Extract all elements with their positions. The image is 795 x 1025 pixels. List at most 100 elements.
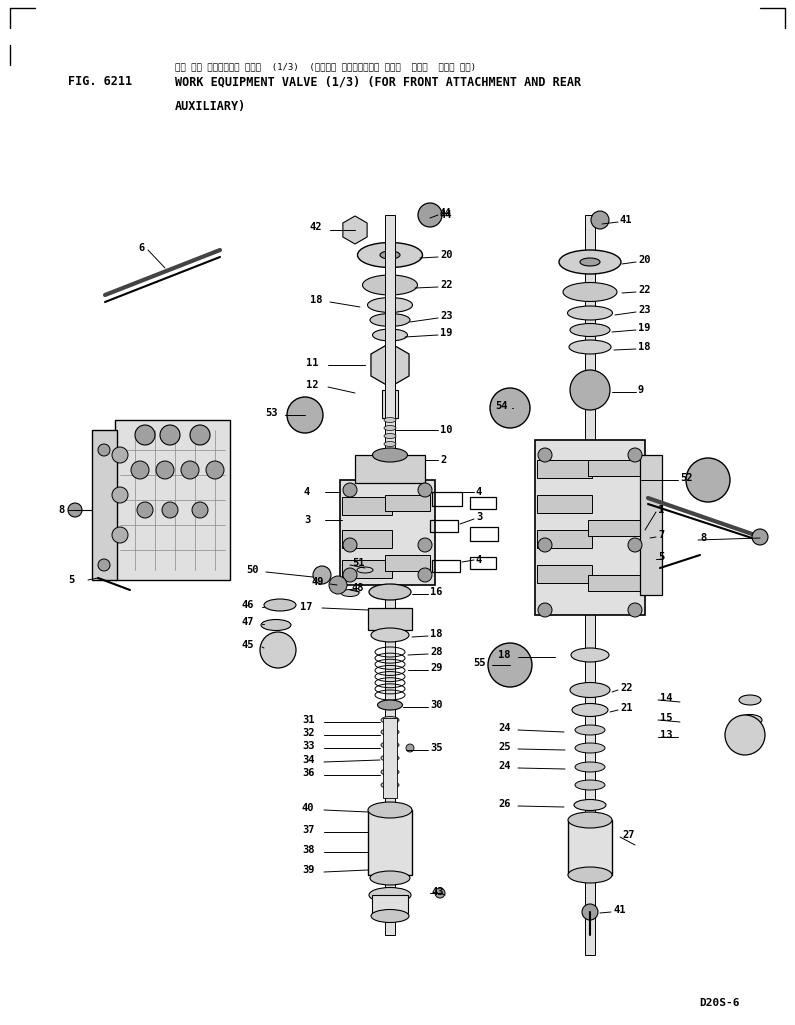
Bar [537,495,592,512]
Text: 40: 40 [302,803,315,813]
Text: 11: 11 [306,358,319,368]
Text: 17: 17 [300,602,312,612]
Ellipse shape [261,619,291,630]
Text: 14: 14 [660,693,673,703]
Bar [92,430,117,580]
Text: 31: 31 [302,715,315,725]
Circle shape [112,487,128,503]
Text: 26: 26 [498,800,510,809]
Text: 6: 6 [138,243,144,253]
Ellipse shape [575,780,605,790]
Text: 51: 51 [352,558,364,568]
Ellipse shape [381,716,399,724]
Circle shape [137,502,153,518]
Circle shape [192,502,208,518]
Ellipse shape [574,800,606,811]
Text: 7: 7 [658,530,665,540]
Circle shape [538,538,552,552]
Ellipse shape [568,306,612,320]
Text: 20: 20 [440,250,452,260]
Ellipse shape [384,417,396,422]
Text: 1: 1 [658,505,665,515]
Circle shape [112,527,128,543]
Circle shape [206,461,224,479]
Circle shape [628,538,642,552]
Bar [385,215,395,935]
Circle shape [112,447,128,463]
Ellipse shape [738,714,762,726]
Text: 18: 18 [498,650,510,660]
Text: 22: 22 [638,285,650,295]
Circle shape [68,503,82,517]
Circle shape [538,448,552,462]
Ellipse shape [570,324,610,336]
Bar [368,810,412,875]
Text: 49: 49 [312,577,324,587]
Bar [342,497,392,515]
Text: 36: 36 [302,768,315,778]
Text: 4: 4 [476,555,483,565]
Text: 24: 24 [498,723,510,733]
Circle shape [287,397,323,433]
Text: AUXILIARY): AUXILIARY) [175,100,246,113]
Text: 22: 22 [620,683,633,693]
Bar [432,560,460,572]
Ellipse shape [568,867,612,883]
Circle shape [752,529,768,545]
Ellipse shape [370,314,410,327]
Circle shape [313,566,331,584]
Circle shape [406,744,414,752]
Circle shape [162,502,178,518]
Ellipse shape [384,474,396,479]
Circle shape [160,425,180,445]
Ellipse shape [570,683,610,697]
Text: 2: 2 [440,455,446,465]
Text: 54: 54 [495,401,507,411]
Circle shape [570,370,610,410]
Text: 27: 27 [622,830,634,840]
Text: 19: 19 [638,323,650,333]
Ellipse shape [370,871,410,885]
Ellipse shape [341,589,359,597]
Bar [385,495,430,511]
Ellipse shape [569,340,611,354]
Circle shape [181,461,199,479]
Text: 44: 44 [440,210,452,220]
Polygon shape [343,216,367,244]
Text: 4: 4 [476,487,483,497]
Bar [115,420,230,580]
Ellipse shape [373,329,408,341]
Circle shape [490,388,530,428]
Bar [588,520,640,536]
Text: 18: 18 [310,295,323,305]
Ellipse shape [368,802,412,818]
Ellipse shape [367,297,413,313]
Ellipse shape [571,648,609,662]
Bar [588,460,640,476]
Text: 37: 37 [302,825,315,835]
Text: 25: 25 [498,742,510,752]
Ellipse shape [575,743,605,753]
Text: 19: 19 [440,328,452,338]
Ellipse shape [369,888,411,902]
Bar [470,527,498,541]
Circle shape [418,538,432,552]
Bar [342,530,392,548]
Bar [382,390,398,418]
Bar [588,575,640,591]
Bar [568,820,612,875]
Text: 13: 13 [660,730,673,740]
Text: 8: 8 [58,505,64,515]
Ellipse shape [563,283,617,301]
Ellipse shape [371,909,409,922]
Circle shape [435,888,445,898]
Ellipse shape [384,465,396,470]
Circle shape [418,203,442,227]
Text: 55: 55 [473,658,486,668]
Bar [430,520,458,532]
Text: 41: 41 [613,905,626,915]
Circle shape [98,559,110,571]
Text: 20: 20 [638,255,650,265]
Text: 10: 10 [440,425,452,435]
Circle shape [190,425,210,445]
